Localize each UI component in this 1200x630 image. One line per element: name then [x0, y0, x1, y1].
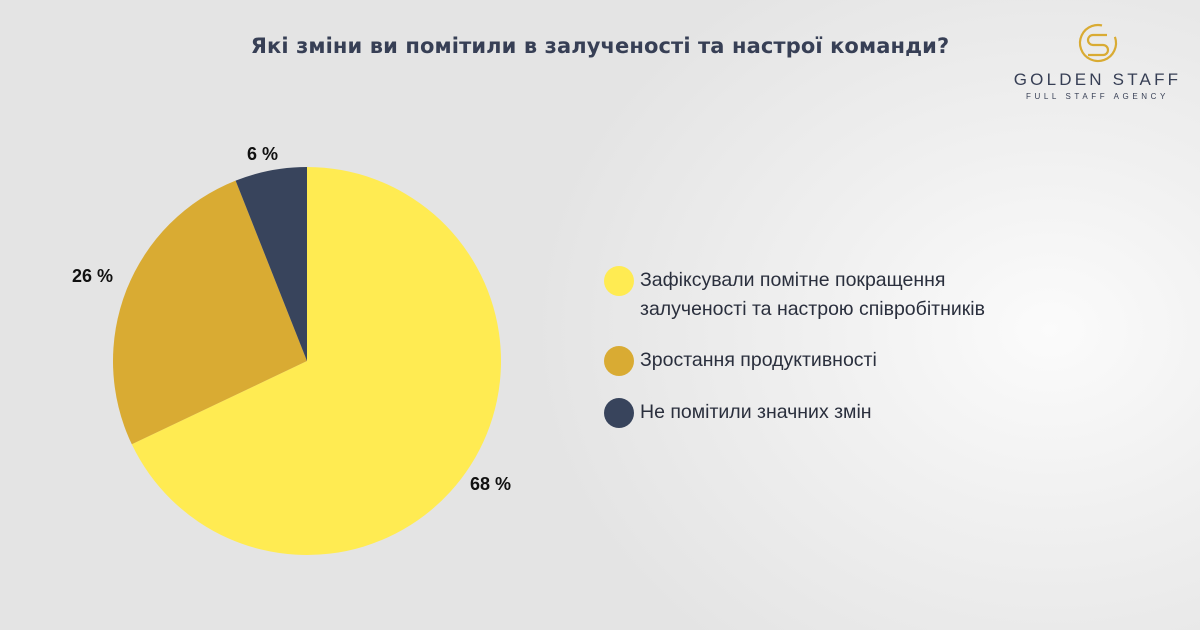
legend-item-improvement: Зафіксували помітне покращення залученос… [604, 266, 985, 324]
legend-swatch-icon [604, 346, 634, 376]
logo-tagline: FULL STAFF AGENCY [1026, 92, 1169, 101]
legend-label: Зростання продуктивності [640, 349, 877, 371]
pct-label-improvement: 68 % [470, 474, 512, 494]
pct-label-no-change: 6 % [247, 144, 279, 164]
legend-swatch-icon [604, 266, 634, 296]
logo-name: GOLDEN STAFF [1013, 70, 1182, 89]
pct-label-productivity: 26 % [72, 266, 114, 286]
legend-label: Не помітили значних змін [640, 401, 872, 423]
chart-legend: Зафіксували помітне покращення залученос… [604, 266, 985, 450]
company-logo: GOLDEN STAFF FULL STAFF AGENCY [1010, 22, 1185, 101]
legend-item-no-change: Не помітили значних змін [604, 398, 985, 428]
legend-item-productivity: Зростання продуктивності [604, 346, 985, 376]
pie-slice-no-change [235, 166, 307, 361]
golden-staff-s-logo-icon [1078, 23, 1117, 63]
legend-label: Зафіксували помітне покращення залученос… [640, 266, 985, 324]
legend-label-line1: Зафіксували помітне покращення [640, 269, 946, 291]
legend-swatch-icon [604, 398, 634, 428]
pie-chart [112, 166, 502, 555]
legend-label-line2: залученості та настрою співробітників [640, 298, 985, 320]
pie-slice-improvement [131, 167, 502, 555]
chart-title: Які зміни ви помітили в залученості та н… [250, 34, 950, 58]
pie-slice-productivity [112, 180, 307, 445]
